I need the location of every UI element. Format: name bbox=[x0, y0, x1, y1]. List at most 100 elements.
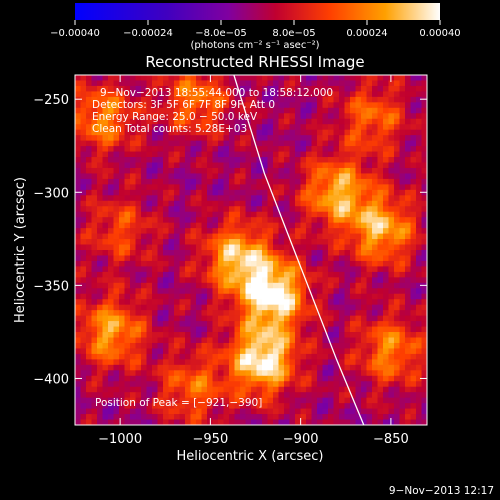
heatmap-cell bbox=[278, 397, 285, 404]
heatmap-cell bbox=[267, 113, 274, 120]
heatmap-cell bbox=[207, 129, 213, 136]
heatmap-cell bbox=[75, 96, 81, 103]
heatmap-cell bbox=[86, 167, 92, 174]
heatmap-cell bbox=[355, 211, 362, 218]
heatmap-cell bbox=[113, 228, 120, 234]
heatmap-cell bbox=[190, 403, 197, 409]
heatmap-cell bbox=[311, 140, 318, 147]
heatmap-cell bbox=[234, 403, 241, 409]
heatmap-cell bbox=[278, 124, 285, 131]
heatmap-cell bbox=[361, 228, 367, 234]
heatmap-cell bbox=[383, 189, 389, 196]
heatmap-cell bbox=[97, 75, 103, 81]
heatmap-cell bbox=[295, 353, 301, 360]
heatmap-cell bbox=[405, 381, 411, 388]
heatmap-cell bbox=[256, 157, 263, 163]
heatmap-cell bbox=[223, 113, 230, 120]
heatmap-cell bbox=[113, 195, 120, 202]
heatmap-cell bbox=[152, 315, 158, 322]
heatmap-cell bbox=[306, 397, 312, 404]
heatmap-cell bbox=[410, 397, 417, 404]
heatmap-cell bbox=[146, 124, 153, 131]
heatmap-cell bbox=[306, 304, 312, 311]
heatmap-cell bbox=[405, 222, 411, 229]
heatmap-cell bbox=[421, 151, 427, 158]
heatmap-cell bbox=[135, 189, 142, 196]
heatmap-cell bbox=[262, 239, 268, 245]
heatmap-cell bbox=[405, 217, 411, 224]
heatmap-cell bbox=[289, 321, 296, 327]
heatmap-cell bbox=[262, 370, 268, 377]
heatmap-cell bbox=[234, 386, 241, 393]
heatmap-cell bbox=[86, 260, 92, 267]
heatmap-cell bbox=[130, 135, 136, 142]
heatmap-cell bbox=[245, 282, 252, 289]
heatmap-cell bbox=[218, 206, 224, 213]
heatmap-cell bbox=[306, 342, 312, 349]
heatmap-cell bbox=[190, 146, 197, 152]
heatmap-cell bbox=[218, 299, 224, 306]
heatmap-cell bbox=[152, 233, 158, 240]
heatmap-cell bbox=[91, 135, 98, 142]
heatmap-cell bbox=[91, 178, 98, 185]
heatmap-cell bbox=[212, 222, 219, 229]
heatmap-cell bbox=[245, 96, 252, 103]
heatmap-cell bbox=[289, 250, 296, 256]
heatmap-cell bbox=[267, 364, 274, 371]
heatmap-cell bbox=[372, 419, 378, 425]
heatmap-cell bbox=[102, 96, 109, 103]
heatmap-cell bbox=[108, 211, 114, 218]
heatmap-cell bbox=[201, 244, 208, 251]
heatmap-cell bbox=[394, 370, 400, 377]
heatmap-cell bbox=[146, 375, 153, 382]
heatmap-cell bbox=[421, 233, 427, 240]
heatmap-cell bbox=[196, 178, 202, 185]
heatmap-cell bbox=[152, 244, 158, 251]
heatmap-cell bbox=[201, 310, 208, 317]
heatmap-cell bbox=[278, 107, 285, 114]
heatmap-cell bbox=[119, 113, 125, 120]
heatmap-cell bbox=[421, 250, 427, 256]
heatmap-cell bbox=[223, 118, 230, 125]
heatmap-cell bbox=[300, 260, 307, 267]
heatmap-cell bbox=[333, 195, 340, 202]
heatmap-cell bbox=[207, 113, 213, 120]
heatmap-cell bbox=[229, 107, 235, 114]
heatmap-cell bbox=[229, 408, 235, 415]
heatmap-cell bbox=[80, 228, 87, 234]
heatmap-cell bbox=[245, 250, 252, 256]
heatmap-cell bbox=[366, 124, 373, 131]
heatmap-cell bbox=[399, 206, 406, 213]
heatmap-cell bbox=[218, 282, 224, 289]
heatmap-cell bbox=[372, 151, 378, 158]
heatmap-cell bbox=[218, 342, 224, 349]
heatmap-cell bbox=[201, 173, 208, 180]
heatmap-cell bbox=[97, 146, 103, 152]
heatmap-cell bbox=[383, 157, 389, 163]
heatmap-cell bbox=[361, 244, 367, 251]
heatmap-cell bbox=[146, 255, 153, 262]
heatmap-cell bbox=[339, 408, 345, 415]
heatmap-cell bbox=[284, 353, 290, 360]
heatmap-cell bbox=[185, 124, 191, 131]
heatmap-cell bbox=[146, 321, 153, 327]
heatmap-cell bbox=[256, 195, 263, 202]
heatmap-cell bbox=[102, 315, 109, 322]
heatmap-cell bbox=[119, 102, 125, 109]
heatmap-cell bbox=[278, 342, 285, 349]
heatmap-cell bbox=[295, 375, 301, 382]
heatmap-cell bbox=[212, 118, 219, 125]
heatmap-cell bbox=[284, 222, 290, 229]
heatmap-cell bbox=[108, 304, 114, 311]
heatmap-cell bbox=[179, 157, 186, 163]
heatmap-cell bbox=[295, 195, 301, 202]
heatmap-cell bbox=[388, 244, 395, 251]
heatmap-cell bbox=[146, 195, 153, 202]
heatmap-cell bbox=[157, 293, 164, 300]
heatmap-cell bbox=[234, 113, 241, 120]
heatmap-cell bbox=[300, 310, 307, 317]
heatmap-cell bbox=[267, 271, 274, 278]
heatmap-cell bbox=[174, 167, 180, 174]
heatmap-cell bbox=[113, 211, 120, 218]
heatmap-cell bbox=[410, 408, 417, 415]
